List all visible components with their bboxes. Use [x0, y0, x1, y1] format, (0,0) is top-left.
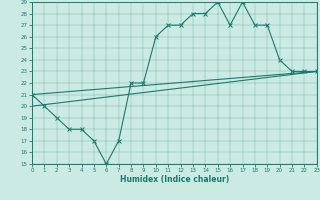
X-axis label: Humidex (Indice chaleur): Humidex (Indice chaleur) — [120, 175, 229, 184]
